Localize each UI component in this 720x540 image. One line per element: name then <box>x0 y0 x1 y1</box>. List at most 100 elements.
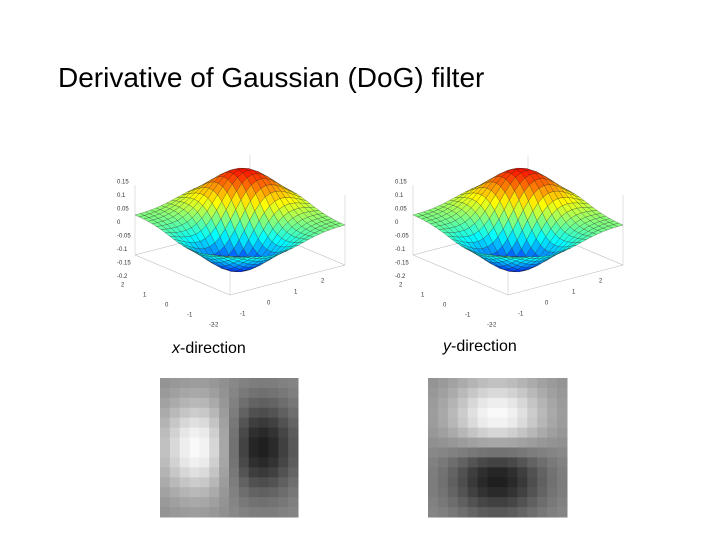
filter-pixel <box>507 397 518 409</box>
filter-pixel <box>238 437 250 448</box>
filter-pixel <box>258 437 269 448</box>
filter-pixel <box>160 447 171 458</box>
filter-pixel <box>169 427 181 439</box>
filter-pixel <box>229 407 240 419</box>
filter-pixel <box>199 378 210 389</box>
filter-pixel <box>189 397 200 409</box>
filter-pixel <box>268 497 279 508</box>
filter-pixel <box>238 397 250 409</box>
surface-patch <box>225 256 236 258</box>
filter-pixel <box>437 507 449 518</box>
filter-pixel <box>160 427 171 439</box>
filter-pixel <box>557 447 568 458</box>
filter-pixel <box>179 427 191 439</box>
filter-pixel <box>219 497 230 508</box>
filter-pixel <box>557 497 568 508</box>
filter-pixel <box>507 467 518 478</box>
filter-pixel <box>248 477 260 488</box>
filter-pixel <box>497 437 508 448</box>
filter-pixel <box>537 387 548 399</box>
filter-pixel <box>507 507 518 518</box>
filter-pixel <box>219 387 230 399</box>
filter-pixel <box>229 387 240 399</box>
filter-pixel <box>487 447 498 458</box>
filter-pixel <box>467 487 479 498</box>
filter-pixel <box>199 427 210 439</box>
filter-pixel <box>238 417 250 429</box>
filter-pixel <box>487 457 498 468</box>
filter-pixel <box>169 437 181 448</box>
filter-pixel <box>428 427 439 439</box>
filter-pixel <box>160 477 171 488</box>
filter-pixel <box>428 487 439 498</box>
filter-pixel <box>199 487 210 498</box>
filter-pixel <box>457 378 469 389</box>
filter-pixel <box>487 467 498 478</box>
filter-pixel <box>258 457 269 468</box>
filter-pixel <box>219 427 230 439</box>
filter-pixel <box>238 457 250 468</box>
filter-pixel <box>268 457 279 468</box>
filter-pixel <box>487 437 498 448</box>
filter-pixel <box>209 467 220 478</box>
filter-pixel <box>467 477 479 488</box>
filter-pixel <box>169 457 181 468</box>
filter-pixel <box>278 447 289 458</box>
filter-pixel <box>248 467 260 478</box>
filter-pixel <box>169 477 181 488</box>
filter-pixel <box>288 407 299 419</box>
filter-pixel <box>219 407 230 419</box>
z-tick-label: -0.1 <box>395 247 406 253</box>
filter-pixel <box>437 437 449 448</box>
filter-pixel <box>527 457 538 468</box>
filter-pixel <box>219 487 230 498</box>
filter-pixel <box>537 407 548 419</box>
filter-pixel <box>537 497 548 508</box>
filter-pixel <box>437 397 449 409</box>
filter-pixel <box>487 427 498 439</box>
filter-pixel <box>487 417 498 429</box>
filter-pixel <box>477 417 489 429</box>
filter-pixel <box>457 487 469 498</box>
filter-pixel <box>527 447 538 458</box>
surface-patch <box>503 256 514 258</box>
filter-pixel <box>179 457 191 468</box>
filter-pixel <box>547 447 558 458</box>
filter-pixel <box>497 417 508 429</box>
filter-pixel <box>487 487 498 498</box>
filter-pixel <box>437 477 449 488</box>
filter-pixel <box>268 427 279 439</box>
filter-pixel <box>517 427 528 439</box>
x-tick-label: 0 <box>267 301 271 307</box>
filter-pixel <box>258 427 269 439</box>
filter-pixel <box>437 467 449 478</box>
filter-pixel <box>238 507 250 518</box>
y-tick-label: 2 <box>121 283 125 289</box>
filter-pixel <box>278 507 289 518</box>
filter-pixel <box>229 497 240 508</box>
caption: y-direction <box>443 338 517 356</box>
x-tick-label: 0 <box>545 301 549 307</box>
filter-pixel <box>278 378 289 389</box>
filter-pixel <box>497 507 508 518</box>
filter-pixel <box>547 477 558 488</box>
filter-pixel <box>527 487 538 498</box>
filter-pixel <box>160 497 171 508</box>
filter-pixel <box>487 407 498 419</box>
filter-pixel <box>557 507 568 518</box>
slide-title: Derivative of Gaussian (DoG) filter <box>58 62 485 93</box>
filter-pixel <box>248 417 260 429</box>
filter-pixel <box>179 447 191 458</box>
caption-text: -direction <box>180 340 246 357</box>
filter-pixel <box>268 437 279 448</box>
filter-pixel <box>517 387 528 399</box>
filter-pixel <box>278 477 289 488</box>
filter-pixel <box>428 437 439 448</box>
filter-pixel <box>537 417 548 429</box>
filter-pixel <box>517 437 528 448</box>
filter-pixel <box>238 387 250 399</box>
z-tick-label: 0.05 <box>117 207 129 213</box>
filter-pixel <box>477 457 489 468</box>
filter-pixel <box>288 497 299 508</box>
